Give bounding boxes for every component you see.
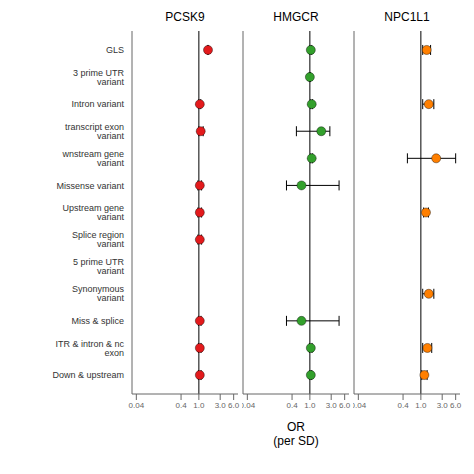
html-text:OR (per SD): OR (per SD)	[273, 420, 319, 448]
html-text:PCSK9: PCSK9	[165, 10, 205, 24]
svg-text:Missense variant: Missense variant	[56, 181, 124, 191]
svg-text:wnstream genevariant: wnstream genevariant	[61, 149, 124, 168]
svg-text:6.0: 6.0	[228, 401, 240, 410]
svg-text:3 prime UTRvariant: 3 prime UTRvariant	[73, 68, 125, 87]
svg-text:Splice regionvariant: Splice regionvariant	[72, 230, 125, 249]
svg-text:Down & upstream: Down & upstream	[52, 370, 124, 380]
svg-text:Miss & splice: Miss & splice	[71, 316, 124, 326]
svg-text:0.4: 0.4	[397, 401, 409, 410]
svg-text:GLS: GLS	[106, 45, 124, 55]
svg-text:1.0: 1.0	[415, 401, 427, 410]
svg-text:6.0: 6.0	[339, 401, 351, 410]
svg-text:ITR & intron & ncexon: ITR & intron & ncexon	[55, 339, 124, 358]
html-text:NPC1L1: NPC1L1	[384, 10, 430, 24]
svg-text:6.0: 6.0	[450, 401, 462, 410]
svg-text:3.0: 3.0	[437, 401, 449, 410]
svg-text:Intron variant: Intron variant	[71, 99, 124, 109]
svg-text:3.0: 3.0	[326, 401, 338, 410]
svg-text:Upstream genevariant: Upstream genevariant	[62, 203, 124, 222]
svg-text:0.04: 0.04	[242, 401, 256, 410]
svg-text:transcript exonvariant: transcript exonvariant	[65, 122, 125, 141]
svg-text:1.0: 1.0	[304, 401, 316, 410]
html-text:HMGCR: HMGCR	[273, 10, 319, 24]
svg-text:0.04: 0.04	[129, 401, 145, 410]
svg-text:0.4: 0.4	[286, 401, 298, 410]
svg-text:3.0: 3.0	[215, 401, 227, 410]
svg-text:5 prime UTRvariant: 5 prime UTRvariant	[73, 257, 125, 276]
svg-text:0.04: 0.04	[353, 401, 367, 410]
svg-text:1.0: 1.0	[193, 401, 205, 410]
svg-text:Synonymousvariant: Synonymousvariant	[72, 284, 125, 303]
svg-text:0.4: 0.4	[175, 401, 187, 410]
